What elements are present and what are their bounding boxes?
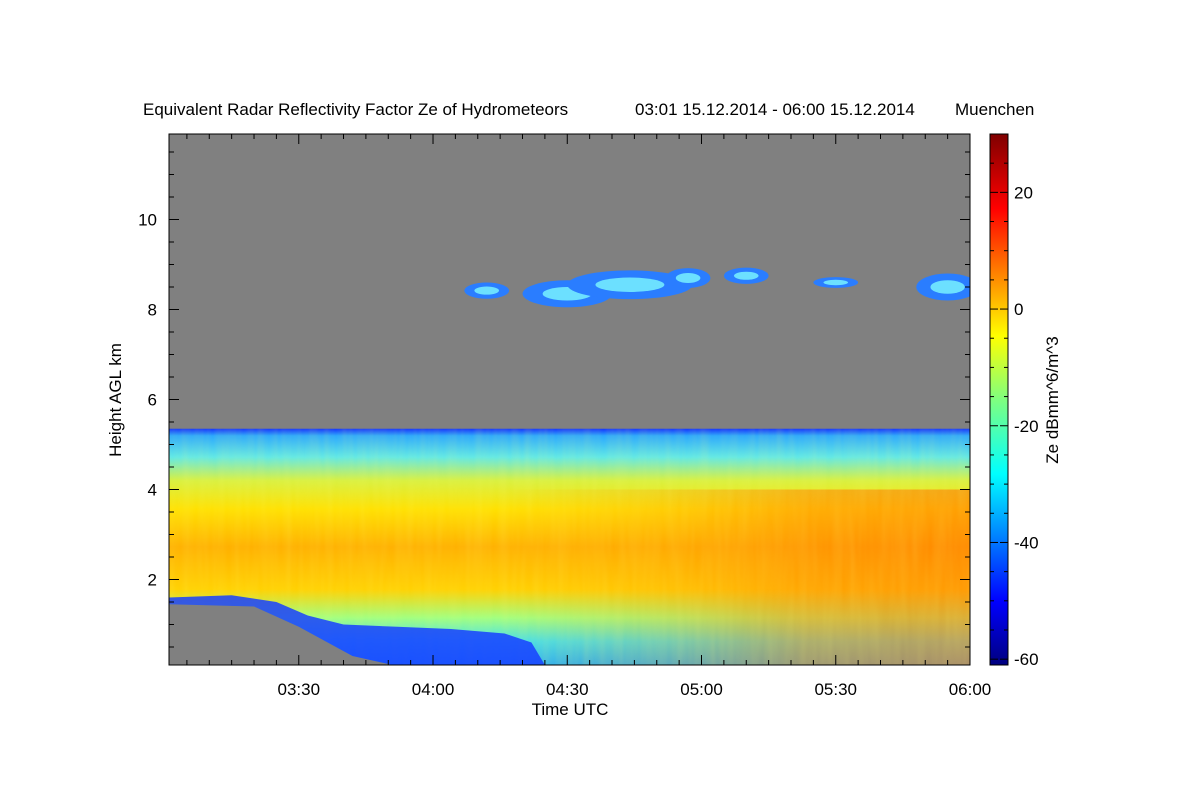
colorbar-tick-label: -60: [1014, 650, 1039, 669]
colorbar-tick-label: 0: [1014, 300, 1023, 319]
x-tick-label: 05:00: [680, 680, 723, 699]
colorbar-tick-label: 20: [1014, 183, 1033, 202]
no-echo-surface-zone: [169, 604, 393, 665]
cirrus-core: [733, 271, 759, 280]
cirrus-core: [474, 286, 500, 295]
y-axis: 2 4 6 8 10: [138, 151, 970, 648]
cirrus-core: [823, 279, 849, 286]
colorbar-tick-label: -20: [1014, 417, 1039, 436]
x-tick-label: 03:30: [277, 680, 320, 699]
cirrus-core: [675, 273, 701, 283]
x-tick-label: 06:00: [949, 680, 992, 699]
colorbar: [989, 133, 1009, 666]
y-tick-label: 6: [148, 391, 157, 410]
y-tick-label: 8: [148, 301, 157, 320]
plot-area: [169, 134, 970, 665]
x-tick-label: 05:30: [814, 680, 857, 699]
y-axis-label: Height AGL km: [106, 343, 125, 457]
x-tick-label: 04:00: [412, 680, 455, 699]
cirrus-core: [930, 280, 965, 294]
x-tick-label: 04:30: [546, 680, 589, 699]
y-tick-label: 10: [138, 211, 157, 230]
colorbar-label: Ze dBmm^6/m^3: [1043, 336, 1062, 463]
colorbar-ticks: 20 0 -20 -40 -60: [990, 133, 1039, 669]
chart-time-range: 03:01 15.12.2014 - 06:00 15.12.2014: [635, 100, 915, 119]
x-axis: 03:30 04:00 04:30 05:00 05:30 06:00: [186, 134, 992, 699]
y-tick-label: 4: [148, 481, 157, 500]
chart-title: Equivalent Radar Reflectivity Factor Ze …: [143, 100, 568, 119]
cirrus-core: [595, 277, 665, 292]
y-tick-label: 2: [148, 571, 157, 590]
chart-location: Muenchen: [955, 100, 1034, 119]
reflectivity-field: [169, 267, 970, 665]
x-axis-label: Time UTC: [532, 700, 609, 719]
colorbar-tick-label: -40: [1014, 533, 1039, 552]
